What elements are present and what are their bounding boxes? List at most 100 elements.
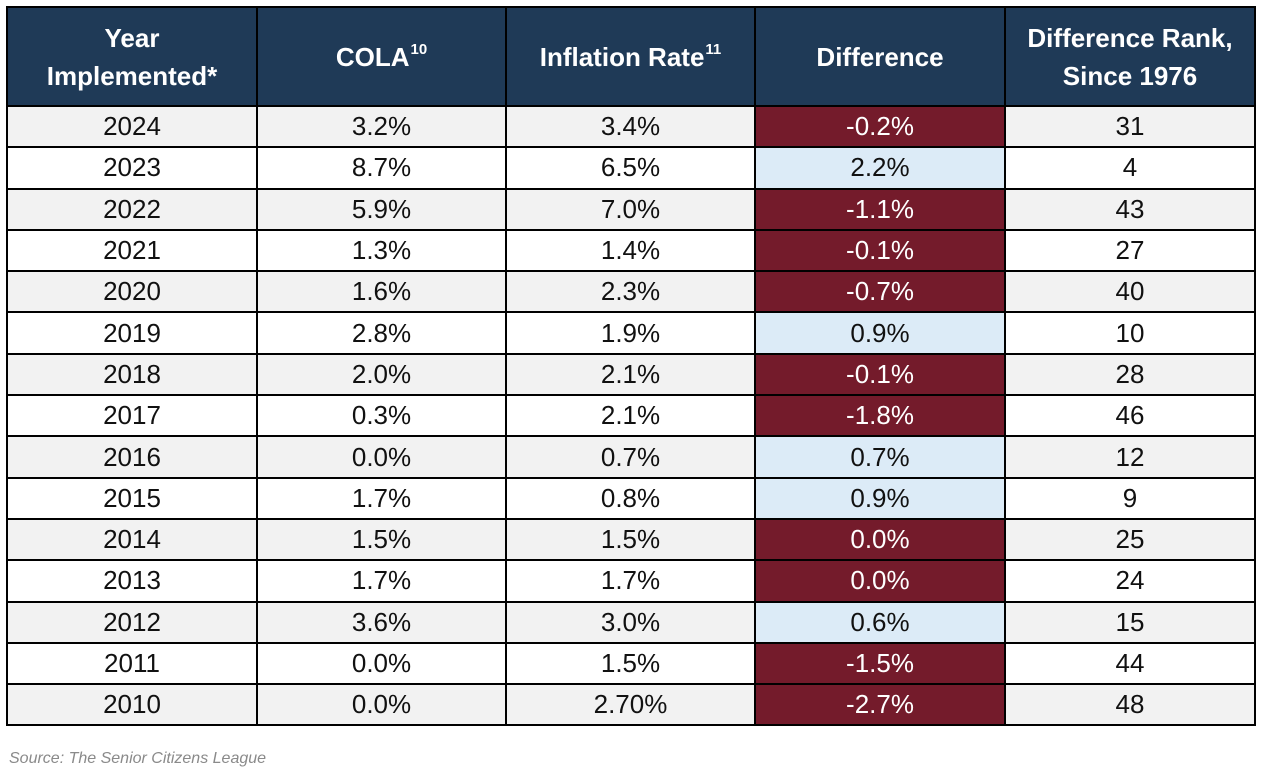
year-cell: 2011 (6, 641, 258, 686)
rank-cell: 43 (1004, 187, 1256, 231)
year-cell: 2010 (6, 683, 258, 727)
cola-cell: 5.9% (256, 187, 507, 231)
difference-cell: 0.7% (754, 435, 1006, 479)
year-cell: 2018 (6, 352, 258, 397)
inflation-cell: 2.3% (505, 270, 756, 314)
rank-cell: 9 (1004, 476, 1256, 520)
difference-cell: -0.1% (754, 352, 1006, 397)
header-rank-line1: Difference Rank, (1027, 22, 1233, 53)
cola-cell: 0.0% (256, 641, 507, 686)
table-row: 2017 0.3% 2.1% -1.8% 46 (6, 394, 1256, 438)
cola-cell: 3.2% (256, 104, 507, 149)
table-body: 2024 3.2% 3.4% -0.2% 31 2023 8.7% 6.5% 2.2% 4 2022… (6, 104, 1256, 727)
cola-cell: 1.3% (256, 228, 507, 273)
header-rank-line2: Since 1976 (1062, 60, 1198, 91)
table-header: Year Implemented* COLA10 Inflation Rate1… (6, 6, 1256, 107)
difference-cell: -0.2% (754, 104, 1006, 149)
rank-cell: 15 (1004, 600, 1256, 644)
header-inflation: Inflation Rate11 (505, 6, 756, 107)
year-cell: 2013 (6, 559, 258, 603)
difference-cell: 2.2% (754, 146, 1006, 190)
year-cell: 2012 (6, 600, 258, 644)
inflation-cell: 3.4% (505, 104, 756, 149)
rank-cell: 4 (1004, 146, 1256, 190)
cola-cell: 3.6% (256, 600, 507, 644)
header-difference-label: Difference (816, 41, 944, 72)
year-cell: 2014 (6, 517, 258, 562)
table-row: 2022 5.9% 7.0% -1.1% 43 (6, 187, 1256, 231)
table-row: 2018 2.0% 2.1% -0.1% 28 (6, 352, 1256, 397)
cola-inflation-table: Year Implemented* COLA10 Inflation Rate1… (6, 6, 1256, 727)
difference-cell: 0.9% (754, 311, 1006, 355)
year-cell: 2017 (6, 394, 258, 438)
year-cell: 2015 (6, 476, 258, 520)
inflation-cell: 1.7% (505, 559, 756, 603)
table-row: 2016 0.0% 0.7% 0.7% 12 (6, 435, 1256, 479)
cola-cell: 2.8% (256, 311, 507, 355)
cola-cell: 0.3% (256, 394, 507, 438)
rank-cell: 25 (1004, 517, 1256, 562)
source-note: Source: The Senior Citizens League (9, 750, 267, 767)
header-year-line2: Implemented* (46, 60, 218, 91)
difference-cell: -1.5% (754, 641, 1006, 686)
year-cell: 2019 (6, 311, 258, 355)
inflation-cell: 2.70% (505, 683, 756, 727)
inflation-cell: 2.1% (505, 394, 756, 438)
cola-cell: 0.0% (256, 435, 507, 479)
header-rank: Difference Rank, Since 1976 (1004, 6, 1256, 107)
cola-cell: 1.5% (256, 517, 507, 562)
difference-cell: 0.0% (754, 517, 1006, 562)
header-difference: Difference (754, 6, 1006, 107)
inflation-cell: 3.0% (505, 600, 756, 644)
inflation-cell: 0.8% (505, 476, 756, 520)
header-inflation-label: Inflation Rate (539, 41, 705, 72)
difference-cell: -1.1% (754, 187, 1006, 231)
year-cell: 2016 (6, 435, 258, 479)
difference-cell: 0.6% (754, 600, 1006, 644)
difference-cell: 0.9% (754, 476, 1006, 520)
cola-cell: 8.7% (256, 146, 507, 190)
difference-cell: 0.0% (754, 559, 1006, 603)
header-cola-footnote: 10 (410, 41, 428, 59)
header-cola-label: COLA (335, 41, 410, 72)
rank-cell: 31 (1004, 104, 1256, 149)
table-row: 2023 8.7% 6.5% 2.2% 4 (6, 146, 1256, 190)
table-row: 2015 1.7% 0.8% 0.9% 9 (6, 476, 1256, 520)
table-row: 2019 2.8% 1.9% 0.9% 10 (6, 311, 1256, 355)
year-cell: 2022 (6, 187, 258, 231)
table-row: 2010 0.0% 2.70% -2.7% 48 (6, 683, 1256, 727)
header-year-line1: Year (104, 22, 160, 53)
rank-cell: 44 (1004, 641, 1256, 686)
cola-cell: 2.0% (256, 352, 507, 397)
year-cell: 2020 (6, 270, 258, 314)
rank-cell: 10 (1004, 311, 1256, 355)
table-row: 2020 1.6% 2.3% -0.7% 40 (6, 270, 1256, 314)
inflation-cell: 1.5% (505, 517, 756, 562)
inflation-cell: 2.1% (505, 352, 756, 397)
rank-cell: 24 (1004, 559, 1256, 603)
header-year: Year Implemented* (6, 6, 258, 107)
table-row: 2013 1.7% 1.7% 0.0% 24 (6, 559, 1256, 603)
difference-cell: -1.8% (754, 394, 1006, 438)
cola-cell: 1.6% (256, 270, 507, 314)
inflation-cell: 6.5% (505, 146, 756, 190)
header-row: Year Implemented* COLA10 Inflation Rate1… (6, 6, 1256, 107)
table-row: 2024 3.2% 3.4% -0.2% 31 (6, 104, 1256, 149)
rank-cell: 28 (1004, 352, 1256, 397)
cola-cell: 0.0% (256, 683, 507, 727)
year-cell: 2023 (6, 146, 258, 190)
difference-cell: -0.7% (754, 270, 1006, 314)
table-row: 2021 1.3% 1.4% -0.1% 27 (6, 228, 1256, 273)
inflation-cell: 1.5% (505, 641, 756, 686)
year-cell: 2024 (6, 104, 258, 149)
rank-cell: 40 (1004, 270, 1256, 314)
header-inflation-footnote: 11 (705, 41, 722, 59)
table-row: 2014 1.5% 1.5% 0.0% 25 (6, 517, 1256, 562)
inflation-cell: 1.4% (505, 228, 756, 273)
inflation-cell: 1.9% (505, 311, 756, 355)
cola-cell: 1.7% (256, 559, 507, 603)
year-cell: 2021 (6, 228, 258, 273)
rank-cell: 27 (1004, 228, 1256, 273)
rank-cell: 48 (1004, 683, 1256, 727)
inflation-cell: 7.0% (505, 187, 756, 231)
